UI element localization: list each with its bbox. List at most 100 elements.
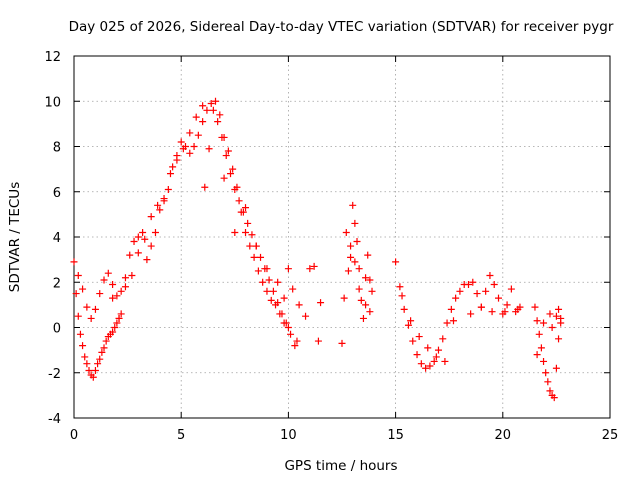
data-point: [126, 251, 134, 259]
data-point: [74, 312, 82, 320]
data-point: [190, 143, 198, 150]
data-point: [364, 251, 372, 259]
data-point: [287, 330, 295, 338]
data-point: [194, 131, 202, 139]
data-point: [293, 337, 301, 345]
data-point: [81, 353, 89, 361]
data-point: [546, 387, 554, 395]
data-point: [244, 219, 252, 227]
data-point: [214, 118, 222, 126]
data-point: [362, 301, 370, 309]
data-point: [134, 233, 142, 241]
data-point: [469, 278, 477, 286]
data-point: [368, 287, 376, 295]
data-point: [456, 287, 464, 295]
data-point: [280, 294, 288, 302]
data-point: [242, 228, 250, 236]
data-point: [432, 353, 440, 361]
data-point: [139, 228, 147, 236]
data-point: [413, 351, 421, 359]
data-point: [349, 201, 357, 209]
data-point: [100, 344, 108, 352]
data-point: [464, 281, 472, 289]
data-point: [310, 262, 318, 270]
data-point: [415, 333, 423, 341]
data-point: [295, 301, 303, 309]
data-point: [284, 324, 292, 331]
data-point: [94, 360, 102, 368]
data-point: [246, 242, 254, 250]
data-point: [434, 346, 442, 354]
data-point: [91, 366, 99, 374]
data-point: [540, 357, 548, 365]
data-point: [359, 314, 367, 322]
data-point: [263, 265, 271, 273]
data-point: [109, 328, 117, 336]
data-point: [441, 357, 449, 365]
data-point: [535, 330, 543, 338]
data-point: [203, 106, 211, 114]
data-point: [291, 342, 299, 350]
data-point: [96, 290, 104, 298]
data-point: [186, 149, 194, 157]
data-point: [160, 195, 168, 203]
data-point: [488, 308, 496, 316]
data-point: [503, 301, 511, 309]
data-point: [537, 344, 545, 352]
data-point: [173, 156, 181, 164]
data-point: [85, 366, 93, 374]
data-point: [113, 292, 121, 300]
data-point: [289, 285, 297, 293]
data-point: [557, 319, 565, 327]
data-point: [143, 256, 151, 264]
data-point: [267, 296, 275, 304]
data-point: [201, 183, 209, 191]
data-point: [169, 163, 177, 171]
data-point: [164, 185, 172, 193]
data-point: [501, 308, 509, 316]
data-point: [151, 228, 159, 236]
data-point: [347, 242, 355, 250]
axis-ticks: 0 5 10 15 20 25 -4 -2 0 2 4 6 8 10 12: [44, 50, 618, 443]
data-point: [134, 249, 142, 257]
data-point: [91, 305, 99, 313]
data-point: [426, 362, 434, 370]
data-point: [254, 267, 262, 275]
y-axis-label: SDTVAR / TECUs: [7, 182, 23, 292]
data-point: [282, 319, 290, 327]
data-point: [147, 242, 155, 250]
data-point: [274, 278, 282, 286]
data-point: [533, 351, 541, 359]
data-point: [269, 287, 277, 295]
data-point: [424, 344, 432, 352]
data-point: [242, 204, 250, 212]
data-point: [555, 335, 563, 343]
data-point: [113, 319, 121, 327]
y-tick-label: 8: [53, 141, 61, 156]
data-point: [199, 102, 207, 110]
data-point: [355, 285, 363, 293]
data-point: [252, 242, 260, 250]
data-point: [548, 324, 556, 331]
data-point: [274, 299, 282, 307]
data-point: [407, 317, 415, 325]
data-point: [259, 278, 267, 286]
data-point: [199, 118, 207, 126]
data-series: [70, 97, 565, 402]
data-point: [404, 321, 412, 329]
data-point: [79, 342, 87, 350]
data-point: [231, 185, 239, 193]
data-point: [347, 253, 355, 261]
data-point: [257, 253, 265, 261]
data-point: [117, 310, 125, 318]
data-point: [121, 274, 129, 282]
data-point: [115, 314, 123, 322]
data-point: [227, 170, 235, 178]
x-tick-label: 15: [387, 428, 404, 443]
x-tick-label: 10: [280, 428, 297, 443]
y-tick-label: -2: [48, 367, 61, 382]
data-point: [317, 299, 325, 307]
data-point: [302, 312, 310, 320]
data-point: [531, 303, 539, 311]
data-point: [147, 213, 155, 221]
